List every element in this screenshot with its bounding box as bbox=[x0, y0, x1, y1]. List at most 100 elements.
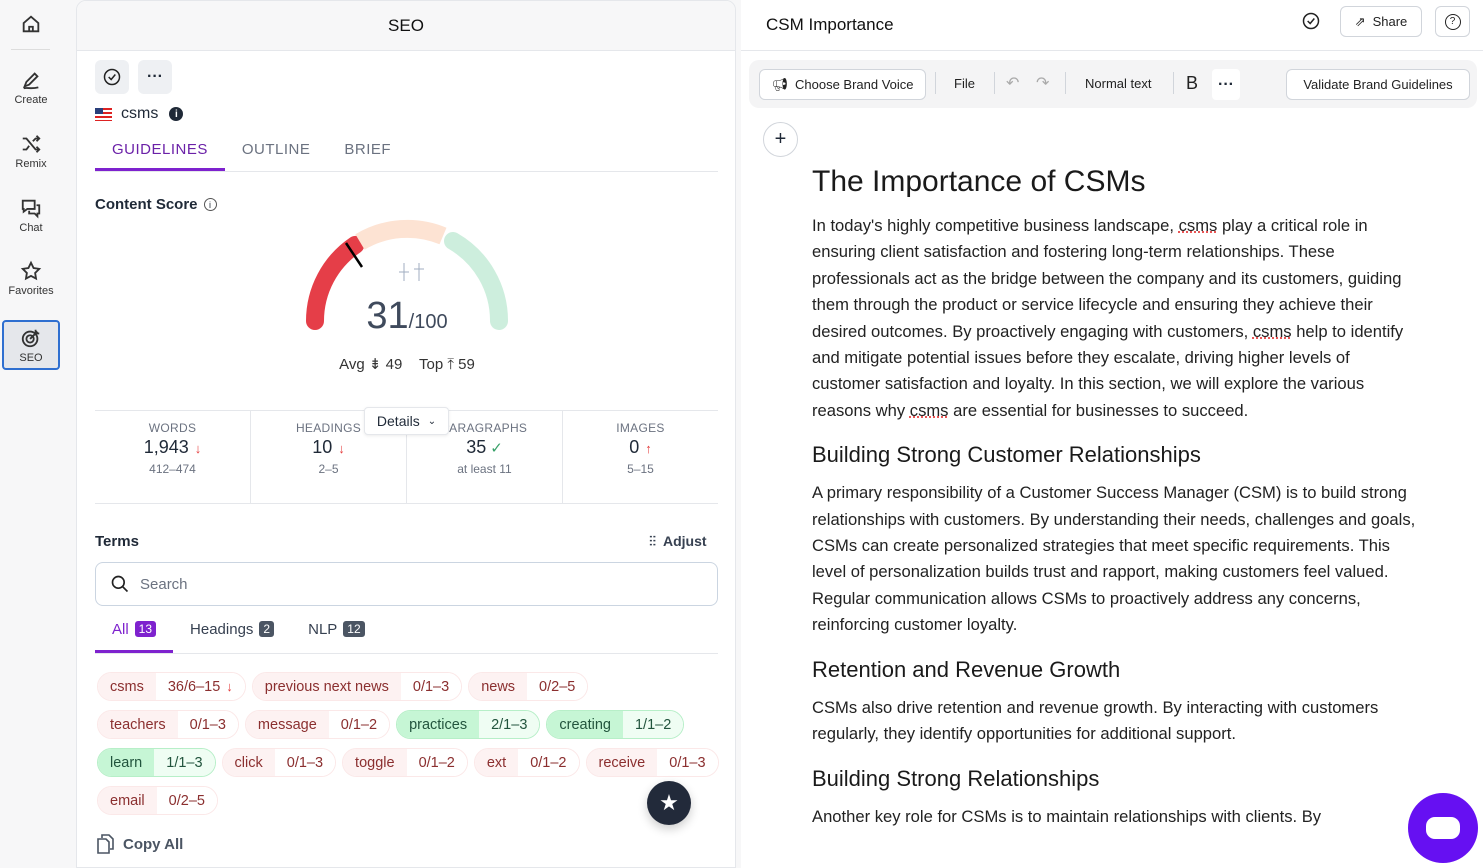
term-chip[interactable]: creating 1/1–2 bbox=[546, 710, 685, 739]
gauge-green-segment bbox=[444, 232, 509, 330]
term-chip[interactable]: click 0/1–3 bbox=[221, 748, 337, 777]
share-icon: ⇗ bbox=[1354, 13, 1366, 29]
tab-brief[interactable]: BRIEF bbox=[344, 141, 392, 158]
choose-brand-voice-button[interactable]: 📢︎ Choose Brand Voice bbox=[759, 69, 926, 100]
chat-support-button[interactable] bbox=[1408, 793, 1478, 863]
doc-subheading: Building Strong Customer Relationships bbox=[812, 442, 1201, 468]
validate-brand-guidelines-button[interactable]: Validate Brand Guidelines bbox=[1286, 69, 1470, 100]
sidebar-label: Remix bbox=[15, 157, 47, 170]
sidebar-item-remix[interactable]: Remix bbox=[2, 126, 60, 176]
text-style-dropdown[interactable]: Normal text bbox=[1085, 76, 1152, 91]
term-tab-nlp[interactable]: NLP 12 bbox=[291, 613, 382, 653]
term-label: learn bbox=[98, 749, 155, 776]
info-outline-icon[interactable]: i bbox=[203, 198, 217, 211]
redo-icon[interactable]: ↷ bbox=[1036, 75, 1050, 92]
doc-subheading: Retention and Revenue Growth bbox=[812, 656, 1121, 682]
info-icon[interactable]: i bbox=[169, 107, 184, 121]
tab-guidelines[interactable]: GUIDELINES bbox=[95, 131, 225, 171]
term-chip[interactable]: learn 1/1–3 bbox=[97, 748, 216, 777]
sidebar-item-create[interactable]: Create bbox=[2, 62, 60, 112]
tab-outline[interactable]: OUTLINE bbox=[241, 141, 311, 158]
check-icon: ✓ bbox=[490, 440, 503, 457]
star-icon bbox=[20, 260, 42, 280]
score-value: 31/100 bbox=[77, 295, 735, 338]
saved-check-icon[interactable] bbox=[1301, 11, 1321, 36]
avg-icon: ⇟ bbox=[368, 356, 382, 373]
term-chip[interactable]: email 0/2–5 bbox=[97, 786, 218, 815]
doc-paragraph: In today's highly competitive business l… bbox=[812, 216, 1404, 420]
stat-value: 10 bbox=[312, 437, 333, 457]
score-number: 31 bbox=[366, 295, 409, 337]
sidebar-label: Chat bbox=[19, 221, 43, 234]
top-label: Top bbox=[419, 356, 444, 373]
term-label: ext bbox=[474, 749, 519, 776]
term-count: 0/1–2 bbox=[518, 749, 579, 776]
tab-label: Headings bbox=[190, 621, 254, 638]
brand-voice-label: Choose Brand Voice bbox=[794, 77, 914, 92]
stat-label: HEADINGS bbox=[295, 421, 362, 435]
term-label: csms bbox=[98, 673, 156, 700]
term-label: email bbox=[98, 787, 157, 814]
top-value: 59 bbox=[458, 356, 475, 373]
more-button[interactable]: ··· bbox=[138, 60, 172, 94]
term-count: 0/1–3 bbox=[400, 673, 462, 700]
help-button[interactable]: ? bbox=[1435, 6, 1470, 37]
plus-icon: + bbox=[774, 128, 787, 150]
term-count: 1/1–2 bbox=[622, 711, 684, 738]
term-chip[interactable]: previous next news 0/1–3 bbox=[251, 672, 463, 701]
score-max: /100 bbox=[408, 311, 448, 333]
sidebar-item-chat[interactable]: Chat bbox=[2, 190, 60, 240]
copy-all-button[interactable]: Copy All bbox=[97, 834, 183, 854]
stat-range: 5–15 bbox=[627, 462, 654, 476]
target-icon bbox=[21, 329, 40, 347]
search-icon bbox=[111, 575, 129, 593]
editor-panel: CSM Importance ⇗ Share ? 📢︎ Choose Brand V… bbox=[741, 0, 1483, 868]
avg-label: Avg bbox=[339, 356, 365, 373]
more-icon: ··· bbox=[147, 68, 163, 85]
share-button[interactable]: ⇗ Share bbox=[1340, 6, 1422, 37]
undo-icon[interactable]: ↶ bbox=[1006, 75, 1020, 92]
sidebar-item-seo[interactable]: SEO bbox=[2, 320, 60, 370]
term-count: 1/1–3 bbox=[154, 749, 215, 776]
arrow-down-icon: ↓ bbox=[226, 679, 233, 694]
term-chip[interactable]: teachers 0/1–3 bbox=[97, 710, 239, 739]
term-label: teachers bbox=[98, 711, 178, 738]
star-icon: ★ bbox=[659, 790, 679, 815]
stat-label: IMAGES bbox=[616, 421, 665, 435]
term-tab-headings[interactable]: Headings 2 bbox=[173, 613, 291, 653]
arrow-down-icon: ↓ bbox=[194, 441, 202, 456]
term-chip[interactable]: news 0/2–5 bbox=[468, 672, 589, 701]
adjust-button[interactable]: ⫶⫶ Adjust bbox=[649, 533, 707, 550]
term-chip[interactable]: practices 2/1–3 bbox=[396, 710, 541, 739]
sidebar-label: Favorites bbox=[8, 284, 54, 297]
doc-subheading: Building Strong Relationships bbox=[812, 765, 1100, 791]
more-options-button[interactable]: ··· bbox=[1212, 69, 1240, 100]
check-button[interactable] bbox=[95, 60, 129, 94]
term-chip[interactable]: csms 36/6–15 ↓ bbox=[97, 672, 246, 701]
term-tab-all[interactable]: All 13 bbox=[95, 613, 174, 653]
term-chip[interactable]: toggle 0/1–2 bbox=[342, 748, 468, 777]
doc-paragraph: CSMs also drive retention and revenue gr… bbox=[812, 697, 1379, 744]
share-label: Share bbox=[1372, 14, 1408, 29]
content-score-label: Content Score bbox=[95, 196, 198, 213]
home-button[interactable] bbox=[2, 0, 60, 50]
score-gauge bbox=[306, 219, 509, 330]
term-chip[interactable]: ext 0/1–2 bbox=[473, 748, 580, 777]
bold-button[interactable]: B bbox=[1186, 73, 1199, 93]
seo-panel: SEO ··· csms i GUIDELINES OUTLINE BRIEF … bbox=[76, 0, 736, 868]
file-menu[interactable]: File bbox=[954, 76, 975, 91]
stat-label: PARAGRAPHS bbox=[441, 421, 528, 435]
term-chip[interactable]: receive 0/1–3 bbox=[585, 748, 719, 777]
term-label: receive bbox=[586, 749, 658, 776]
sidebar-item-favorites[interactable]: Favorites bbox=[2, 253, 60, 303]
term-chip[interactable]: message 0/1–2 bbox=[244, 710, 391, 739]
stat-value: 35 bbox=[466, 437, 487, 457]
terms-search-input[interactable]: Search bbox=[95, 562, 718, 606]
add-block-button[interactable]: + bbox=[763, 122, 798, 157]
search-placeholder: Search bbox=[140, 575, 188, 593]
document-body[interactable]: The Importance of CSMs In today's highly… bbox=[812, 165, 1422, 830]
details-dropdown[interactable]: Details ⌄ bbox=[364, 407, 449, 435]
favorite-fab-button[interactable]: ★ bbox=[647, 781, 691, 825]
shuffle-icon bbox=[22, 134, 41, 153]
term-chips: csms 36/6–15 ↓ previous next news 0/1–3 news 0… bbox=[97, 672, 722, 815]
